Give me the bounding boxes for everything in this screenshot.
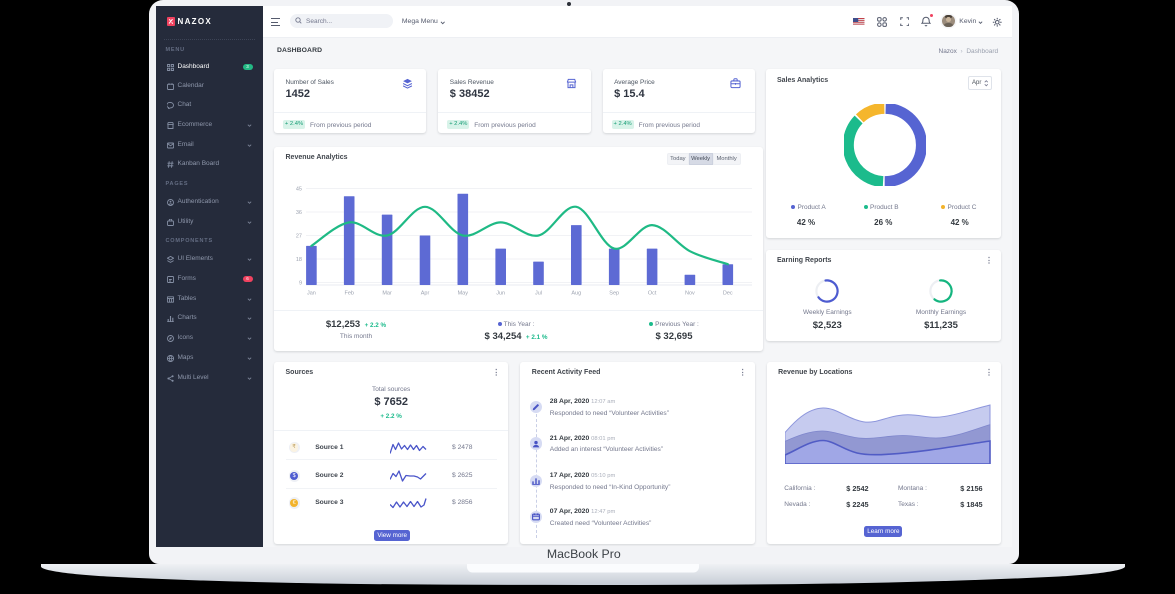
svg-text:Apr: Apr <box>421 291 430 297</box>
svg-text:Oct: Oct <box>648 291 657 297</box>
svg-text:Dec: Dec <box>723 291 733 297</box>
svg-text:Jul: Jul <box>535 291 542 297</box>
svg-text:Mar: Mar <box>382 291 392 297</box>
svg-text:9: 9 <box>299 281 302 287</box>
svg-text:36: 36 <box>296 210 302 216</box>
svg-text:Jun: Jun <box>496 291 505 297</box>
svg-text:May: May <box>458 291 469 297</box>
svg-text:Jan: Jan <box>307 291 316 297</box>
svg-text:27: 27 <box>296 234 302 240</box>
svg-text:Aug: Aug <box>571 291 581 297</box>
svg-text:Nov: Nov <box>685 291 695 297</box>
svg-text:18: 18 <box>296 257 302 263</box>
svg-text:45: 45 <box>296 187 302 193</box>
svg-text:Sep: Sep <box>609 291 619 297</box>
svg-text:Feb: Feb <box>344 291 353 297</box>
